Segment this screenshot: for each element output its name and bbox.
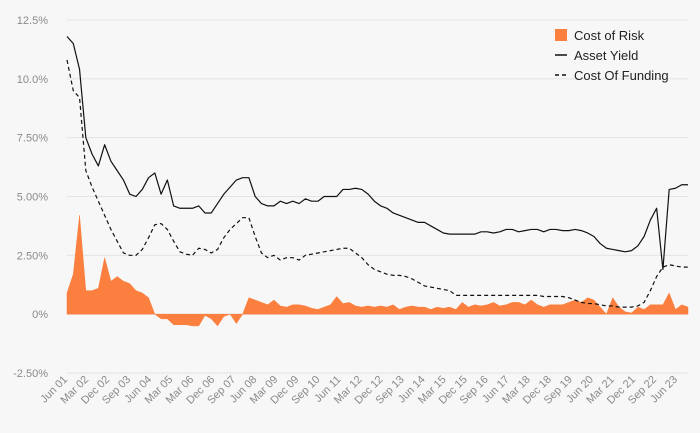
legend-label-cost-of-risk: Cost of Risk: [574, 28, 645, 43]
series-line-asset-yield: [66, 36, 688, 271]
legend-label-asset-yield: Asset Yield: [574, 48, 638, 63]
y-tick-label: -2.50%: [13, 368, 48, 380]
series-line-cost-of-funding: [66, 59, 688, 308]
series-area-cost-of-risk: [66, 215, 689, 327]
y-axis-ticks: 12.5% 10.0% 7.50% 5.00% 2.50% 0% -2.50%: [13, 15, 48, 380]
legend-swatch-cost-of-risk: [555, 29, 567, 41]
legend-item-cost-of-funding: Cost Of Funding: [555, 68, 669, 83]
legend: Cost of Risk Asset Yield Cost Of Funding: [555, 28, 669, 83]
y-tick-label: 12.5%: [17, 15, 48, 27]
y-tick-label: 10.0%: [17, 74, 48, 86]
y-tick-label: 7.50%: [17, 133, 48, 145]
legend-label-cost-of-funding: Cost Of Funding: [574, 68, 669, 83]
legend-item-cost-of-risk: Cost of Risk: [555, 28, 645, 43]
y-tick-label: 5.00%: [17, 192, 48, 204]
y-tick-label: 0%: [32, 309, 48, 321]
plot-area: [66, 36, 689, 327]
y-tick-label: 2.50%: [17, 250, 48, 262]
legend-item-asset-yield: Asset Yield: [555, 48, 638, 63]
